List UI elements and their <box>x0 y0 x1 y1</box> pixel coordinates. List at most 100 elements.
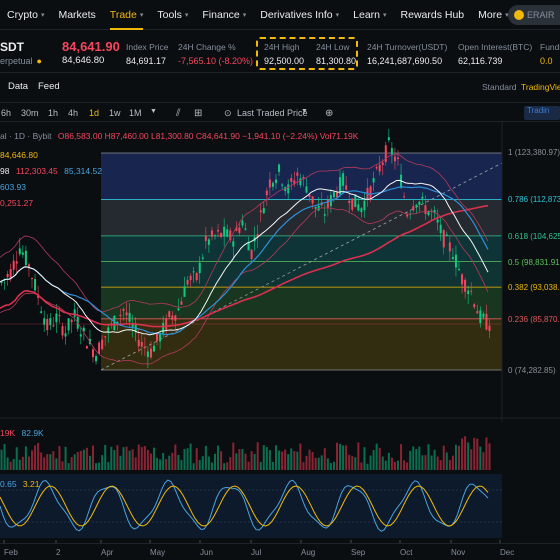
volume-bar <box>64 446 67 470</box>
volume-bar <box>177 454 180 470</box>
volume-bar <box>454 444 457 470</box>
candle-body <box>485 313 488 330</box>
candle-body <box>46 319 49 331</box>
candle-body <box>9 269 12 280</box>
candle-body <box>265 190 268 196</box>
nav-item-tools[interactable]: Tools ▾ <box>150 0 195 30</box>
stat-24h-turnover-usdt-: 24H Turnover(USDT) 16,241,687,690.50 <box>367 42 447 66</box>
tab-data[interactable]: Data <box>8 81 29 92</box>
candle-body <box>448 242 451 252</box>
candle-body <box>137 339 140 347</box>
volume-bar <box>235 453 238 470</box>
volume-bar <box>210 462 213 470</box>
volume-bar <box>131 449 134 470</box>
volume-bar <box>165 459 168 470</box>
indicators-icon[interactable]: ⫽ <box>176 108 181 119</box>
nav-item-derivatives-info[interactable]: Derivatives Info ▾ <box>253 0 346 30</box>
chart-tabs-row: Data Feed Standard TradingVie <box>0 78 560 96</box>
nav-item-finance[interactable]: Finance ▾ <box>195 0 253 30</box>
nav-item-learn[interactable]: Learn ▾ <box>346 0 393 30</box>
volume-bar <box>192 463 195 470</box>
candle-body <box>436 219 439 223</box>
volume-bar <box>125 446 128 470</box>
candle-body <box>55 313 58 323</box>
interval-1h[interactable]: 1h <box>48 108 59 118</box>
candle-body <box>180 301 183 305</box>
candle-body <box>323 214 326 216</box>
volume-bar <box>207 456 210 470</box>
stat-fundin: Fundin 0.0 <box>540 42 560 66</box>
volume-bar <box>40 452 43 470</box>
nav-item-crypto[interactable]: Crypto ▾ <box>0 0 51 30</box>
chevron-down-icon: ▾ <box>40 11 45 19</box>
volume-bar <box>153 447 155 470</box>
price-chart[interactable] <box>0 122 560 560</box>
tab-feed[interactable]: Feed <box>38 81 60 92</box>
tradingview-button[interactable]: Tradin <box>524 106 560 120</box>
layout-icon[interactable]: ⊞ <box>194 108 203 119</box>
candle-body <box>317 205 320 211</box>
candle-body <box>107 327 110 333</box>
favorite-dot-icon[interactable]: ● <box>36 56 42 66</box>
nav-item-markets[interactable]: Markets <box>51 0 102 30</box>
volume-bar <box>311 452 314 470</box>
view-standard[interactable]: Standard <box>482 82 517 92</box>
interval-4h[interactable]: 4h <box>68 108 79 118</box>
fib-zone <box>101 235 502 262</box>
nav-item-more[interactable]: More ▾ <box>471 0 515 30</box>
volume-bar <box>326 458 329 470</box>
volume-bar <box>107 462 110 470</box>
volume-bar <box>375 443 378 470</box>
nav-item-trade[interactable]: Trade ▾ <box>103 0 151 30</box>
candle-body <box>153 345 155 352</box>
stat-24h-high: 24H High 92,500.00 <box>264 42 304 66</box>
nav-item-rewards-hub[interactable]: Rewards Hub <box>394 0 472 30</box>
volume-bar <box>323 448 326 470</box>
candle-body <box>210 230 213 237</box>
interval-30m[interactable]: 30m <box>21 108 39 118</box>
candle-body <box>390 148 393 155</box>
volume-bar <box>354 457 357 470</box>
volume-bar <box>357 442 360 470</box>
candle-body <box>140 342 143 347</box>
candle-body <box>479 310 482 324</box>
stat-value: -7,565.10 (-8.20%) <box>178 56 254 66</box>
interval-1M[interactable]: 1M <box>129 108 142 118</box>
volume-bar <box>159 459 162 470</box>
candle-body <box>238 227 241 233</box>
volume-bar <box>134 457 137 470</box>
candle-body <box>101 339 104 350</box>
interval-more-icon[interactable]: ▼ <box>150 108 157 115</box>
chevron-down-icon[interactable]: ▼ <box>301 108 308 115</box>
interval-1d[interactable]: 1d <box>89 108 100 118</box>
interval-6h[interactable]: 6h <box>1 108 12 118</box>
candle-body <box>104 336 107 338</box>
volume-bar <box>482 452 485 470</box>
stat-24h-low: 24H Low 81,300.80 <box>316 42 356 66</box>
add-compare-icon[interactable]: ⊕ <box>325 108 334 119</box>
fib-level-label: 0.382 (93,038.3 <box>508 283 560 292</box>
volume-bar <box>299 443 302 470</box>
candle-body <box>119 314 122 316</box>
candle-body <box>287 184 290 194</box>
candle-body <box>31 278 33 280</box>
search-pill[interactable]: ERAIR <box>508 5 560 25</box>
volume-bar <box>46 454 49 470</box>
symbol-name[interactable]: SDT <box>0 40 24 54</box>
chart-canvas[interactable] <box>0 122 560 560</box>
candle-body <box>464 279 467 292</box>
interval-1w[interactable]: 1w <box>109 108 121 118</box>
volume-bar <box>21 456 24 470</box>
bollinger-lower-line <box>0 207 489 365</box>
candle-body <box>418 201 421 205</box>
view-tradingview[interactable]: TradingVie <box>521 82 560 92</box>
volume-bar <box>314 457 317 470</box>
chevron-down-icon: ▾ <box>383 11 387 19</box>
volume-bar <box>214 453 216 470</box>
candle-body <box>250 249 253 259</box>
price-mode-icon[interactable]: ⊙ <box>224 108 232 118</box>
volume-bar <box>427 444 430 470</box>
chart-toolbar: ⫽ ⊞ ⊙ Last Traded Price ▼ ⊕ Tradin 6h 30m… <box>0 102 560 122</box>
price-mode-select[interactable]: Last Traded Price <box>237 108 308 118</box>
volume-bar <box>415 448 418 470</box>
